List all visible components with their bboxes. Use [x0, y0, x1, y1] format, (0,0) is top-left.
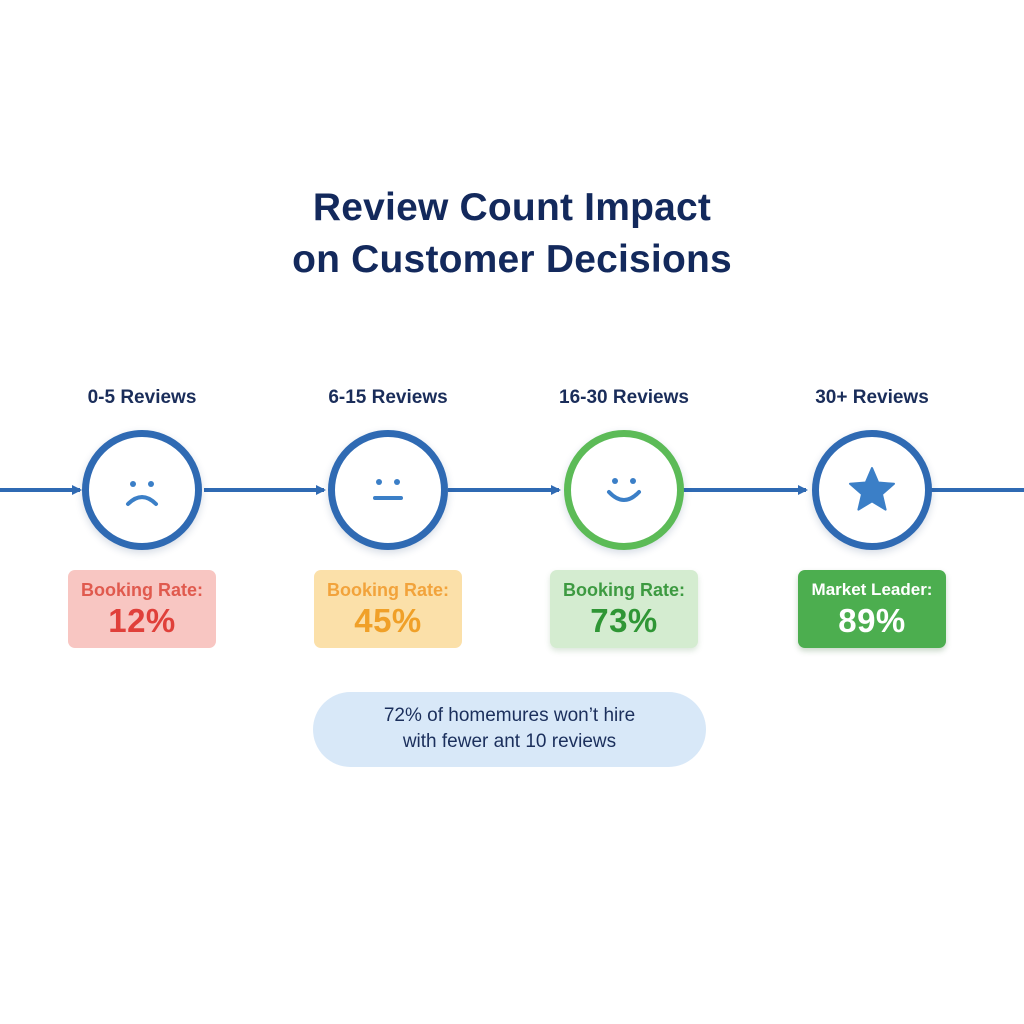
market-leader-card-30-plus: Market Leader: 89% — [798, 570, 946, 648]
statistic-note-pill: 72% of homemures won’t hire with fewer a… — [313, 692, 706, 767]
booking-rate-card-16-30: Booking Rate: 73% — [550, 570, 698, 648]
card-value: 12% — [108, 602, 176, 639]
note-line-2: with fewer ant 10 reviews — [402, 731, 617, 752]
card-value: 73% — [590, 602, 658, 639]
stage-label-30-plus-reviews: 30+ Reviews — [815, 387, 929, 408]
title-line-1: Review Count Impact — [312, 186, 712, 229]
title-line-2: on Customer Decisions — [292, 238, 732, 281]
stage-label-6-15-reviews: 6-15 Reviews — [328, 387, 448, 408]
card-label: Booking Rate: — [326, 580, 449, 600]
card-value: 45% — [354, 602, 422, 639]
note-line-1: 72% of homemures won’t hire — [383, 705, 636, 726]
booking-rate-card-6-15: Booking Rate: 45% — [314, 570, 462, 648]
sad-face-icon — [126, 481, 158, 506]
card-label: Market Leader: — [811, 580, 933, 599]
booking-rate-card-0-5: Booking Rate: 12% — [68, 570, 216, 648]
star-icon — [849, 467, 895, 511]
smiley-face-icon — [607, 478, 641, 502]
stage-circle-30-plus-reviews — [812, 430, 932, 550]
stage-label-0-5-reviews: 0-5 Reviews — [87, 387, 197, 408]
page-title: Review Count Impact on Customer Decision… — [0, 182, 1024, 286]
stage-circle-16-30-reviews — [564, 430, 684, 550]
card-label: Booking Rate: — [562, 580, 685, 600]
stage-label-16-30-reviews: 16-30 Reviews — [559, 387, 689, 408]
card-value: 89% — [838, 602, 906, 639]
stage-circle-0-5-reviews — [82, 430, 202, 550]
neutral-face-icon — [373, 479, 403, 500]
card-label: Booking Rate: — [80, 580, 203, 600]
stage-circle-6-15-reviews — [328, 430, 448, 550]
